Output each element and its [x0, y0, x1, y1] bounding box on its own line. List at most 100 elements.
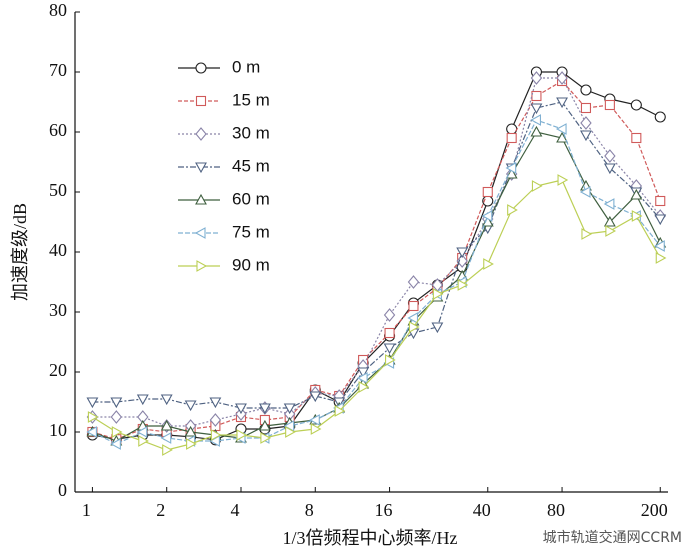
marker [507, 204, 518, 216]
x-tick-label: 40 [473, 500, 491, 520]
marker [195, 62, 207, 74]
y-tick-label: 70 [49, 60, 67, 80]
x-tick-label: 1 [82, 500, 91, 520]
marker [631, 210, 643, 222]
marker [630, 188, 643, 200]
marker [603, 215, 616, 227]
marker [236, 429, 248, 441]
marker [111, 426, 123, 438]
marker [654, 214, 667, 226]
marker [557, 174, 569, 186]
series-line [92, 80, 661, 440]
marker [195, 162, 207, 174]
marker [136, 426, 148, 438]
marker [506, 132, 517, 144]
marker [581, 228, 593, 240]
marker [603, 163, 616, 175]
marker [456, 247, 469, 259]
marker [86, 397, 99, 409]
marker [580, 102, 592, 114]
marker [283, 403, 296, 415]
marker [407, 275, 420, 289]
marker [309, 414, 320, 426]
marker [384, 327, 395, 339]
marker [604, 149, 616, 163]
marker [605, 225, 617, 237]
marker [482, 186, 493, 198]
y-tick-label: 80 [49, 0, 67, 20]
y-tick-label: 60 [49, 120, 67, 140]
marker [456, 254, 468, 268]
marker [285, 426, 296, 438]
marker [655, 195, 666, 207]
marker [530, 125, 543, 137]
legend-label: 60 m [232, 189, 270, 208]
marker [483, 258, 494, 270]
legend-label: 0 m [232, 57, 260, 76]
marker [580, 130, 592, 142]
marker [603, 198, 615, 210]
marker [654, 240, 665, 252]
marker [505, 162, 517, 174]
marker [556, 97, 568, 109]
marker [531, 90, 542, 102]
marker [604, 99, 615, 111]
marker [431, 322, 444, 334]
legend-label: 75 m [232, 222, 270, 241]
y-tick-label: 10 [49, 420, 67, 440]
y-tick-label: 50 [49, 180, 67, 200]
marker [110, 397, 123, 409]
marker [310, 423, 322, 435]
marker [408, 321, 420, 333]
legend-label: 15 m [232, 90, 270, 109]
marker [408, 300, 419, 312]
marker [407, 312, 419, 324]
marker [654, 111, 666, 123]
marker [655, 252, 667, 264]
marker [309, 391, 322, 403]
marker [334, 405, 346, 417]
marker [556, 71, 568, 85]
marker [195, 193, 207, 205]
marker [260, 432, 272, 444]
marker [110, 438, 121, 450]
marker [196, 260, 208, 272]
marker [210, 429, 222, 441]
series-line [92, 71, 661, 441]
marker [530, 114, 541, 126]
x-tick-label: 80 [547, 500, 565, 520]
x-tick-label: 4 [230, 500, 239, 520]
marker [195, 127, 207, 141]
legend-label: 90 m [232, 255, 270, 274]
series-line [92, 131, 661, 442]
marker [160, 432, 172, 444]
series-line [92, 101, 661, 409]
legend-label: 45 m [232, 156, 270, 175]
marker [555, 123, 567, 135]
marker [631, 132, 642, 144]
marker [235, 403, 247, 415]
x-tick-label: 2 [156, 500, 165, 520]
x-tick-label: 8 [305, 500, 314, 520]
marker [184, 425, 197, 437]
marker [457, 279, 469, 291]
marker [506, 123, 518, 135]
marker [184, 400, 197, 412]
marker [258, 403, 271, 415]
marker [209, 397, 222, 409]
marker [358, 381, 370, 393]
x-tick-label: 200 [641, 500, 668, 520]
marker [481, 210, 493, 222]
y-axis-label: 加速度级/dB [10, 203, 30, 301]
marker [209, 413, 222, 427]
marker [356, 372, 368, 384]
marker [530, 103, 543, 115]
marker [580, 84, 592, 96]
marker [136, 394, 149, 406]
watermark: 城市轨道交通网CCRM [543, 529, 682, 546]
y-tick-label: 30 [49, 300, 67, 320]
marker [383, 308, 396, 322]
marker [556, 131, 568, 143]
marker [186, 438, 197, 450]
